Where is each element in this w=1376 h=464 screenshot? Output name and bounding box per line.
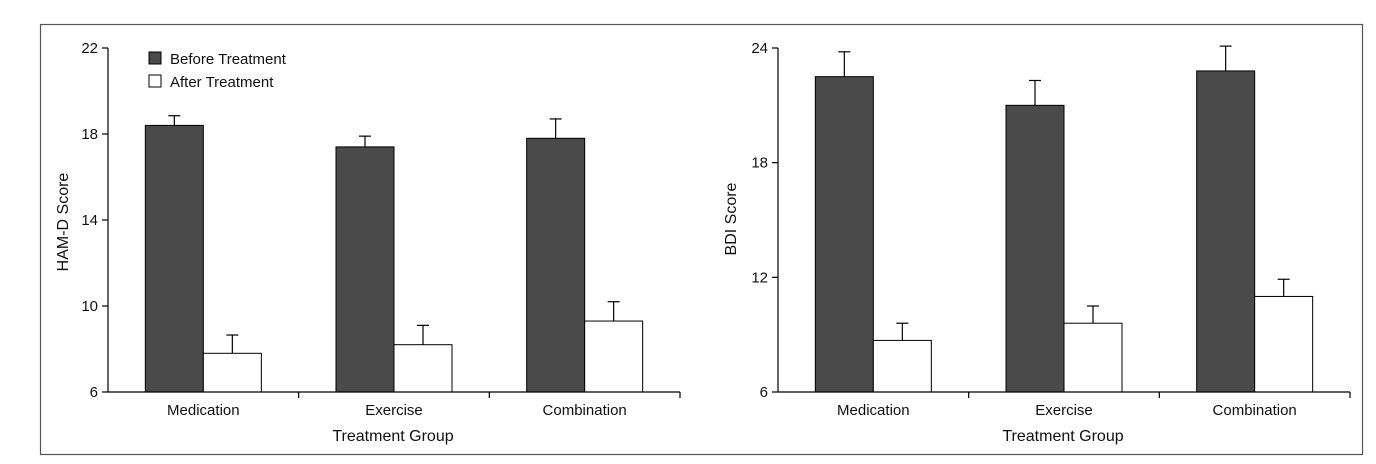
bdi-bar-after-exercise xyxy=(1063,322,1123,393)
ham-d-bar-before-exercise xyxy=(335,146,395,393)
legend-swatch-before xyxy=(148,51,162,65)
bdi-x-tick-label: Exercise xyxy=(1035,402,1093,419)
ham-d-y-axis-title: HAM-D Score xyxy=(55,173,72,272)
ham-d-y-tick-label: 10 xyxy=(81,298,98,315)
bdi-x-axis-title: Treatment Group xyxy=(1002,428,1123,445)
ham-d-bar-after-exercise xyxy=(393,344,453,393)
bdi-bar-before-combination xyxy=(1196,70,1256,393)
ham-d-x-tick-label: Combination xyxy=(543,402,627,419)
ham-d-y-tick-label: 14 xyxy=(81,212,98,229)
bdi-y-tick-label: 24 xyxy=(751,40,768,57)
ham-d-y-tick-label: 18 xyxy=(81,126,98,143)
bdi-bar-before-medication xyxy=(814,76,874,393)
bdi-y-tick-label: 6 xyxy=(760,384,768,401)
bdi-bar-after-medication xyxy=(872,339,932,393)
ham-d-bar-after-combination xyxy=(584,320,644,393)
bdi-bar-after-combination xyxy=(1254,295,1314,393)
ham-d-bar-before-combination xyxy=(526,137,586,393)
ham-d-y-tick-label: 22 xyxy=(81,40,98,57)
bdi-x-tick-label: Medication xyxy=(837,402,910,419)
ham-d-bar-before-medication xyxy=(144,124,204,393)
ham-d-legend: Before Treatment After Treatment xyxy=(148,51,287,91)
ham-d-x-tick-label: Medication xyxy=(167,402,240,419)
legend-label-before: Before Treatment xyxy=(170,51,287,68)
legend-swatch-after xyxy=(148,74,162,88)
bdi-bar-before-exercise xyxy=(1005,104,1065,393)
ham-d-chart: HAM-D Score Treatment Group Before Treat… xyxy=(55,40,681,445)
bdi-y-tick-label: 12 xyxy=(751,269,768,286)
bdi-y-tick-label: 18 xyxy=(751,155,768,172)
ham-d-x-axis-title: Treatment Group xyxy=(332,428,453,445)
legend-label-after: After Treatment xyxy=(170,74,274,91)
bdi-y-axis-title: BDI Score xyxy=(723,182,740,255)
ham-d-x-tick-label: Exercise xyxy=(365,402,423,419)
ham-d-y-tick-label: 6 xyxy=(90,384,98,401)
bdi-x-tick-label: Combination xyxy=(1213,402,1297,419)
ham-d-bar-after-medication xyxy=(202,352,262,393)
bdi-chart: BDI Score Treatment Group Medication Exer… xyxy=(723,40,1351,445)
